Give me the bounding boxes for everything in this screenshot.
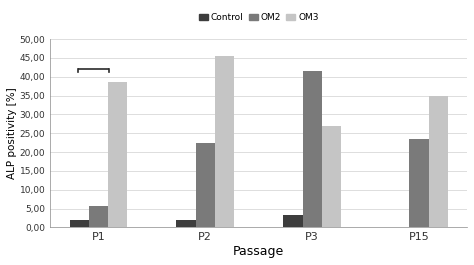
Bar xyxy=(410,139,428,227)
Bar xyxy=(176,220,196,227)
Legend: Control, OM2, OM3: Control, OM2, OM3 xyxy=(195,10,322,26)
Bar xyxy=(322,126,341,227)
Bar xyxy=(428,96,448,227)
Bar xyxy=(70,220,89,227)
Bar xyxy=(302,71,322,227)
Bar xyxy=(89,206,108,227)
X-axis label: Passage: Passage xyxy=(233,245,284,258)
Bar xyxy=(215,56,234,227)
Y-axis label: ALP positivity [%]: ALP positivity [%] xyxy=(7,87,17,179)
Bar xyxy=(108,82,127,227)
Bar xyxy=(196,143,215,227)
Bar xyxy=(283,215,302,227)
